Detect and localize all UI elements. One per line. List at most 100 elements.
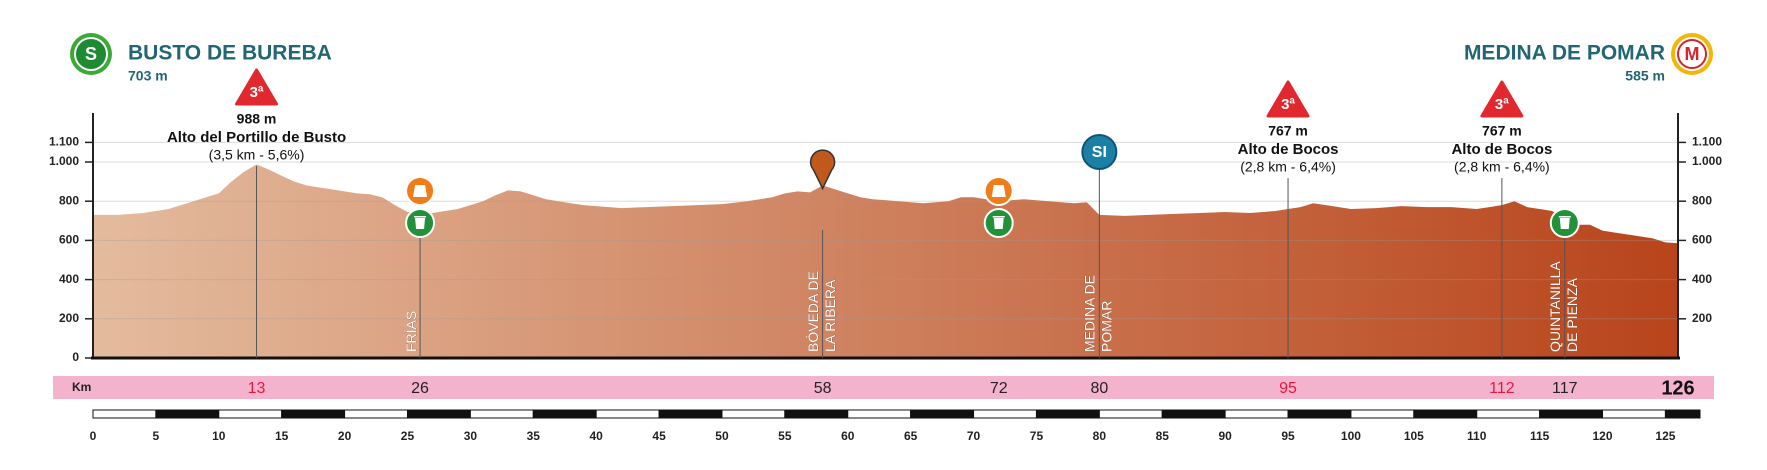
waste-zone-glyph: [414, 216, 427, 229]
km-mark: 126: [1661, 377, 1694, 399]
climb-detail: (3,5 km - 5,6%): [209, 147, 305, 163]
y-tick-label: 800: [59, 193, 79, 207]
ruler-segment: [469, 409, 534, 419]
ruler-segment: [1098, 409, 1163, 419]
x-tick-label: 0: [90, 429, 97, 443]
ruler-segment: [281, 409, 346, 419]
climb-elevation: 767 m: [1482, 123, 1522, 139]
climb-category: 3ª: [1281, 96, 1295, 113]
climb-badge: [1480, 80, 1524, 118]
place-name: BÓVEDA DE: [805, 271, 821, 352]
ruler-segment: [406, 409, 471, 419]
stage-icon-letter: S: [85, 44, 97, 64]
ruler-segment: [910, 409, 975, 419]
ruler-segment: [1035, 409, 1100, 419]
ruler-segment: [721, 409, 786, 419]
summit-marker: [809, 149, 836, 191]
km-strip-label: Km: [72, 380, 91, 394]
ruler-segment: [532, 409, 597, 419]
x-tick-label: 50: [715, 429, 729, 443]
waste-zone-glyph: [1558, 216, 1571, 229]
sprint-icon: [1081, 134, 1118, 170]
x-tick-label: 75: [1030, 429, 1044, 443]
stage-town: MEDINA DE POMAR: [1464, 42, 1665, 65]
ruler-segment: [658, 409, 723, 419]
x-tick-label: 55: [778, 429, 792, 443]
km-mark: 72: [990, 380, 1008, 397]
y2-tick-label: 400: [1692, 272, 1712, 286]
x-tick-label: 10: [212, 429, 226, 443]
stage-icon-inner: [1677, 39, 1707, 69]
x-tick-label: 85: [1156, 429, 1170, 443]
ruler-segment: [1350, 409, 1415, 419]
feed-zone-glyph: [991, 185, 1006, 197]
ruler-segment: [1224, 409, 1289, 419]
y-tick-label: 1.100: [49, 135, 79, 149]
ruler-segment: [1287, 409, 1352, 419]
km-mark: 117: [1552, 380, 1578, 397]
x-tick-label: 25: [401, 429, 415, 443]
km-mark: 13: [248, 380, 266, 397]
place-name: DE PIENZA: [1564, 277, 1580, 352]
y2-tick-label: 800: [1692, 193, 1712, 207]
climb-elevation: 767 m: [1268, 123, 1308, 139]
ruler-segment: [218, 409, 283, 419]
ruler-segment: [1161, 409, 1226, 419]
x-tick-label: 15: [275, 429, 289, 443]
climb-elevation: 988 m: [237, 111, 277, 127]
ruler-segment: [1539, 409, 1604, 419]
elevation-area: [93, 164, 1678, 358]
place-name: MEDINA DE: [1082, 275, 1098, 352]
x-tick-label: 45: [652, 429, 666, 443]
ruler-segment: [847, 409, 912, 419]
ruler-segment: [1664, 409, 1701, 419]
climb-name: Alto del Portillo de Busto: [167, 129, 346, 146]
x-tick-label: 120: [1593, 429, 1613, 443]
place-name: FRÍAS: [403, 311, 419, 352]
sprint-label: SI: [1092, 144, 1107, 161]
x-tick-label: 80: [1093, 429, 1107, 443]
x-tick-label: 115: [1530, 429, 1550, 443]
climb-name: Alto de Bocos: [1451, 141, 1552, 158]
km-strip: [53, 376, 1714, 399]
x-tick-label: 20: [338, 429, 352, 443]
km-mark: 80: [1090, 380, 1108, 397]
ruler-segment: [344, 409, 408, 419]
x-tick-label: 125: [1655, 429, 1675, 443]
x-tick-label: 90: [1218, 429, 1232, 443]
stage-icon-inner: [76, 39, 106, 69]
y2-tick-label: 200: [1692, 311, 1712, 325]
ruler-segment: [595, 409, 660, 419]
km-mark: 95: [1279, 380, 1297, 397]
climb-badge: [235, 68, 279, 106]
feed-zone-glyph: [413, 185, 428, 197]
x-tick-label: 100: [1341, 429, 1361, 443]
place-name: LA RIBERA: [822, 279, 838, 352]
stage-elevation: 585 m: [1625, 68, 1665, 84]
y-tick-label: 400: [59, 272, 79, 286]
ruler-segment: [784, 409, 849, 419]
ruler-segment: [155, 409, 220, 419]
y2-tick-label: 1.000: [1692, 154, 1722, 168]
x-tick-label: 110: [1467, 429, 1487, 443]
stage-icon-letter: M: [1685, 44, 1700, 64]
x-tick-label: 70: [967, 429, 981, 443]
waste-zone-glyph: [992, 216, 1005, 229]
ruler-segment: [1602, 409, 1666, 419]
climb-detail: (2,8 km - 6,4%): [1240, 159, 1336, 175]
x-tick-label: 60: [841, 429, 855, 443]
climb-badge: [1266, 80, 1310, 118]
climb-detail: (2,8 km - 6,4%): [1454, 159, 1550, 175]
climb-category: 3ª: [250, 84, 264, 101]
y-tick-label: 600: [59, 233, 79, 247]
ruler-segment: [1413, 409, 1478, 419]
ruler-segment: [92, 409, 157, 419]
stage-elevation: 703 m: [128, 68, 168, 84]
stage-town: BUSTO DE BUREBA: [128, 42, 332, 65]
km-mark: 26: [411, 380, 429, 397]
x-tick-label: 105: [1404, 429, 1424, 443]
y-tick-label: 200: [59, 311, 79, 325]
x-tick-label: 5: [153, 429, 160, 443]
x-tick-label: 65: [904, 429, 918, 443]
